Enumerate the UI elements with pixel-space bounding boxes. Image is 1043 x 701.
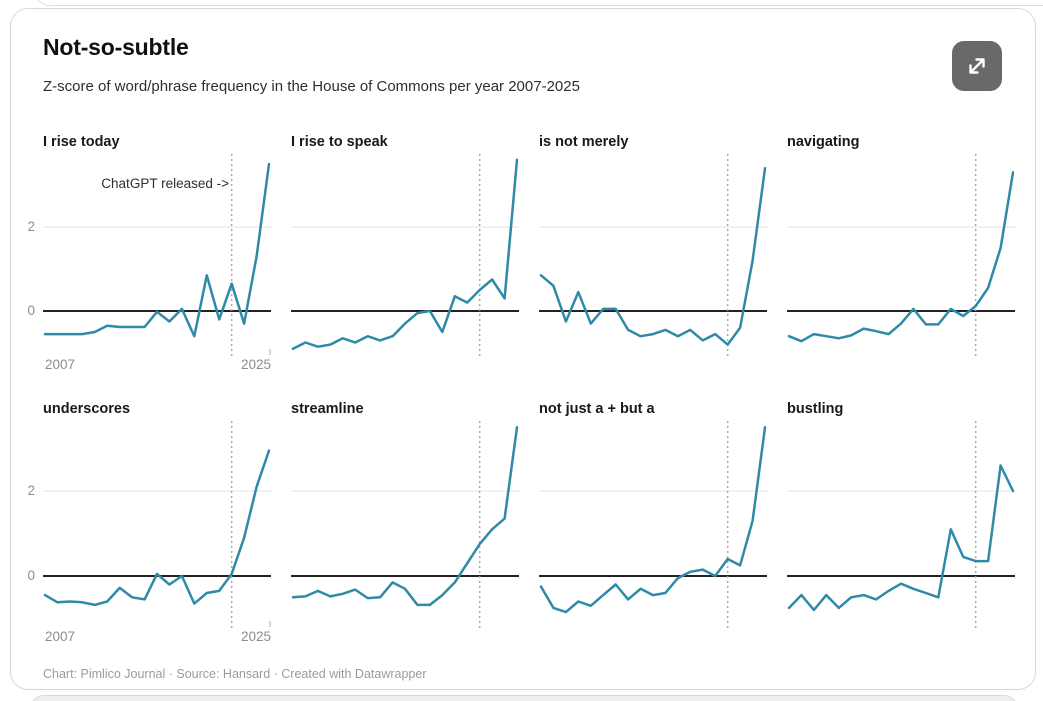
panel-title: underscores: [43, 401, 131, 417]
x-tick-label-end: 2025: [240, 629, 271, 644]
series-line: [787, 464, 1015, 612]
x-tick-label-start: 2007: [45, 629, 76, 644]
y-tick-label: 2: [27, 483, 35, 498]
panel-title: streamline: [291, 401, 364, 417]
chart-panel: navigating: [787, 134, 1015, 375]
expand-button[interactable]: [952, 41, 1002, 91]
chart-panel: not just a + but a: [539, 401, 767, 647]
panel-x-axis: [539, 349, 767, 375]
series-line: [291, 426, 519, 607]
series-line: [43, 162, 271, 338]
panel-x-axis: [787, 621, 1015, 647]
panel-plot: [539, 154, 767, 356]
panel-x-axis: [291, 621, 519, 647]
panel-svg: [43, 421, 271, 628]
chatgpt-released-annotation: ChatGPT released ->: [101, 176, 229, 191]
chart-card: Not-so-subtle Z-score of word/phrase fre…: [10, 8, 1036, 690]
panel-plot: [787, 421, 1015, 628]
series-line: [291, 158, 519, 351]
panel-title: not just a + but a: [539, 401, 655, 417]
panel-plot: [539, 421, 767, 628]
x-tick-label-start: 2007: [45, 357, 76, 372]
panel-title: I rise to speak: [291, 134, 388, 150]
panel-svg: [787, 154, 1015, 356]
adjacent-card-edge-top: [34, 0, 1043, 6]
charts-grid: I rise today 2 0 ChatGPT released -> 2007 2…: [27, 134, 1015, 647]
panel-title: I rise today: [43, 134, 120, 150]
series-line: [787, 171, 1015, 343]
series-line: [539, 166, 767, 346]
chart-panel: streamline: [291, 401, 519, 647]
chart-panel: is not merely: [539, 134, 767, 375]
panel-plot: [787, 154, 1015, 356]
chart-footer: Chart: Pimlico Journal · Source: Hansard…: [43, 667, 427, 681]
chart-panel: bustling: [787, 401, 1015, 647]
chart-panel: I rise today 2 0 ChatGPT released -> 2007 2…: [27, 134, 271, 375]
panel-x-axis: [787, 349, 1015, 375]
y-tick-label: 0: [27, 303, 35, 318]
panel-title: bustling: [787, 401, 844, 417]
panel-x-axis: 2007 2025: [43, 349, 271, 375]
panel-svg: [291, 154, 519, 356]
panel-title: is not merely: [539, 134, 629, 150]
adjacent-card-edge-bottom: [30, 695, 1018, 701]
y-tick-label: 0: [27, 568, 35, 583]
panel-plot: [291, 421, 519, 628]
chart-subtitle: Z-score of word/phrase frequency in the …: [43, 78, 580, 95]
panel-x-axis: 2007 2025: [43, 621, 271, 647]
panel-plot: [291, 154, 519, 356]
panel-svg: [291, 421, 519, 628]
panel-x-axis: [539, 621, 767, 647]
chart-panel: I rise to speak: [291, 134, 519, 375]
series-line: [539, 426, 767, 614]
chart-title: Not-so-subtle: [43, 34, 189, 60]
x-tick-label-end: 2025: [240, 357, 271, 372]
panel-x-axis: [291, 349, 519, 375]
panel-svg: [539, 421, 767, 628]
panel-title: navigating: [787, 134, 860, 150]
series-line: [43, 449, 271, 607]
expand-arrows-icon: [969, 58, 985, 74]
y-tick-label: 2: [27, 219, 35, 234]
panel-svg: [539, 154, 767, 356]
panel-svg: [43, 154, 271, 356]
panel-svg: [787, 421, 1015, 628]
panel-plot: 2 0 ChatGPT released ->: [27, 154, 271, 356]
